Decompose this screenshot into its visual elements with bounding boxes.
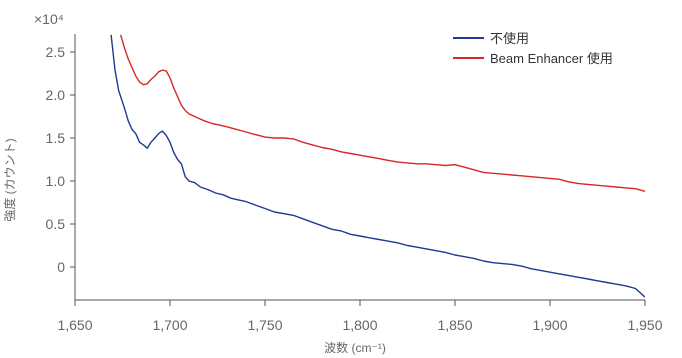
y-tick-label: 0 xyxy=(57,259,65,275)
x-tick-label: 1,950 xyxy=(627,317,662,333)
x-axis-title: 波数 (cm⁻¹) xyxy=(324,340,386,355)
series-line-beam-enhancer xyxy=(119,34,645,192)
x-tick-label: 1,850 xyxy=(437,317,472,333)
y-tick-label: 1.5 xyxy=(46,130,66,146)
y-axis-title: 強度 (カウント) xyxy=(2,138,17,221)
x-axis-ticks: 1,650 1,700 1,750 1,800 1,850 1,900 1,950 xyxy=(57,300,663,333)
y-axis-ticks: 0 0.5 1.0 1.5 2.0 2.5 xyxy=(46,44,75,275)
legend-label-beam-enhancer: Beam Enhancer 使用 xyxy=(490,51,613,66)
y-tick-label: 2.5 xyxy=(46,44,66,60)
x-tick-label: 1,750 xyxy=(247,317,282,333)
y-tick-label: 0.5 xyxy=(46,216,66,232)
x-tick-label: 1,650 xyxy=(57,317,92,333)
x-tick-label: 1,800 xyxy=(342,317,377,333)
x-tick-label: 1,700 xyxy=(152,317,187,333)
series-line-no-use xyxy=(110,34,645,298)
legend: 不使用 Beam Enhancer 使用 xyxy=(453,31,613,66)
y-tick-label: 2.0 xyxy=(46,87,66,103)
y-multiplier-label: ×10⁴ xyxy=(34,11,64,27)
y-tick-label: 1.0 xyxy=(46,173,66,189)
x-tick-label: 1,900 xyxy=(532,317,567,333)
series-layer xyxy=(110,34,645,298)
legend-label-no-use: 不使用 xyxy=(490,31,529,46)
